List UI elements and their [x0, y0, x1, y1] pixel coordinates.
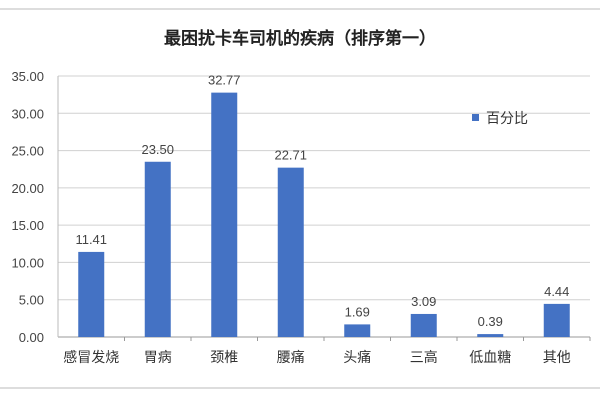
- legend-swatch: [472, 114, 479, 121]
- bar: [543, 303, 570, 337]
- x-category-label: 其他: [543, 350, 571, 366]
- x-category-label: 头痛: [343, 349, 371, 366]
- data-label: 23.50: [141, 142, 174, 157]
- bar: [78, 251, 105, 337]
- bar: [477, 334, 504, 337]
- bar: [344, 324, 371, 337]
- legend-label: 百分比: [486, 111, 528, 127]
- y-tick-label: 25.00: [11, 144, 44, 159]
- x-category-label: 三高: [410, 349, 438, 366]
- data-label: 22.71: [274, 148, 307, 163]
- x-category-label: 胃病: [144, 350, 172, 366]
- x-category-label: 低血糖: [469, 350, 511, 366]
- data-label: 4.44: [544, 284, 569, 299]
- y-tick-label: 15.00: [11, 218, 44, 233]
- bar: [410, 313, 437, 337]
- chart-title: 最困扰卡车司机的疾病（排序第一）: [164, 28, 436, 49]
- bar: [211, 92, 238, 337]
- x-category-label: 腰痛: [277, 349, 305, 366]
- data-label: 11.41: [75, 232, 107, 247]
- legend: 百分比: [472, 111, 528, 127]
- y-tick-label: 10.00: [11, 255, 44, 270]
- data-label: 1.69: [345, 304, 370, 319]
- x-category-label: 感冒发烧: [63, 349, 119, 366]
- y-tick-label: 5.00: [19, 293, 44, 308]
- y-tick-label: 20.00: [11, 181, 44, 196]
- data-label: 32.77: [208, 73, 241, 88]
- data-label: 0.39: [478, 314, 503, 329]
- y-tick-label: 0.00: [19, 330, 44, 345]
- bar: [277, 167, 304, 337]
- y-tick-label: 35.00: [11, 69, 44, 84]
- bar: [144, 161, 171, 337]
- data-label: 3.09: [411, 294, 436, 309]
- x-category-label: 颈椎: [210, 350, 238, 366]
- y-tick-label: 30.00: [11, 106, 44, 121]
